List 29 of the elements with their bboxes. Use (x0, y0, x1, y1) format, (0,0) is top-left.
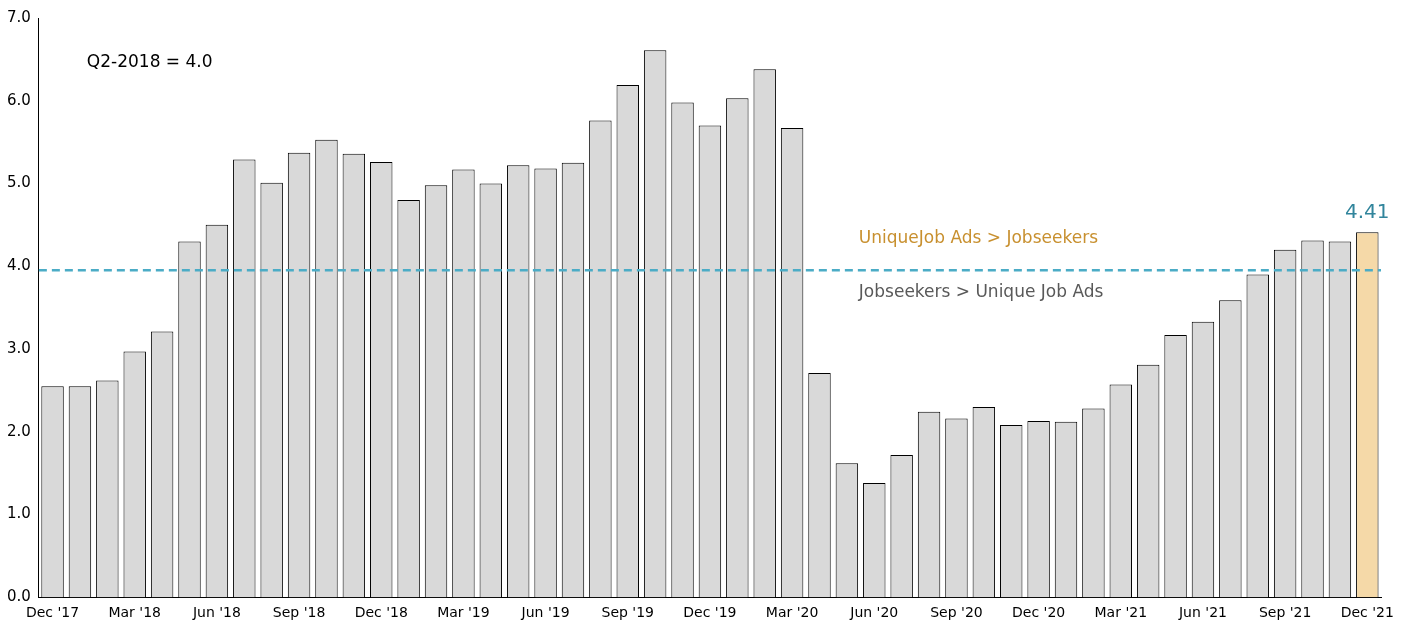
annotation: Jobseekers > Unique Job Ads (857, 280, 1104, 301)
x-tick-label: Dec '18 (354, 604, 408, 621)
x-tick-label: Sep '18 (272, 604, 326, 621)
y-tick-label: 2.0 (7, 421, 31, 440)
y-tick-label: 6.0 (7, 90, 31, 109)
x-tick-label: Sep '20 (930, 604, 983, 621)
x-tick-label: Mar '19 (437, 604, 490, 621)
x-tick-label: Jun '18 (191, 604, 241, 621)
x-tick-label: Dec '19 (683, 604, 737, 621)
y-tick-label: 3.0 (7, 338, 31, 357)
x-tick-label: Dec '21 (1340, 604, 1394, 621)
y-tick-label: 7.0 (7, 7, 31, 26)
x-tick-label: Dec '20 (1012, 604, 1066, 621)
x-tick-label: Dec '17 (25, 604, 80, 621)
y-tick-label: 5.0 (7, 173, 31, 192)
annotation: UniqueJob Ads > Jobseekers (858, 226, 1099, 247)
x-tick-label: Mar '20 (765, 604, 819, 621)
x-tick-label: Jun '20 (849, 604, 899, 621)
data-label: 4.41 (1345, 198, 1390, 223)
y-tick-label: 4.0 (7, 256, 31, 275)
annotation: Q2-2018 = 4.0 (86, 51, 213, 72)
x-tick-label: Jun '21 (1177, 604, 1227, 621)
x-tick-label: Mar '18 (108, 604, 161, 621)
y-tick-label: 0.0 (7, 587, 31, 606)
x-tick-label: Sep '21 (1258, 604, 1312, 621)
x-tick-label: Jun '19 (520, 604, 570, 621)
x-tick-label: Sep '19 (601, 604, 655, 621)
x-tick-label: Mar '21 (1094, 604, 1148, 621)
y-tick-label: 1.0 (7, 504, 31, 523)
